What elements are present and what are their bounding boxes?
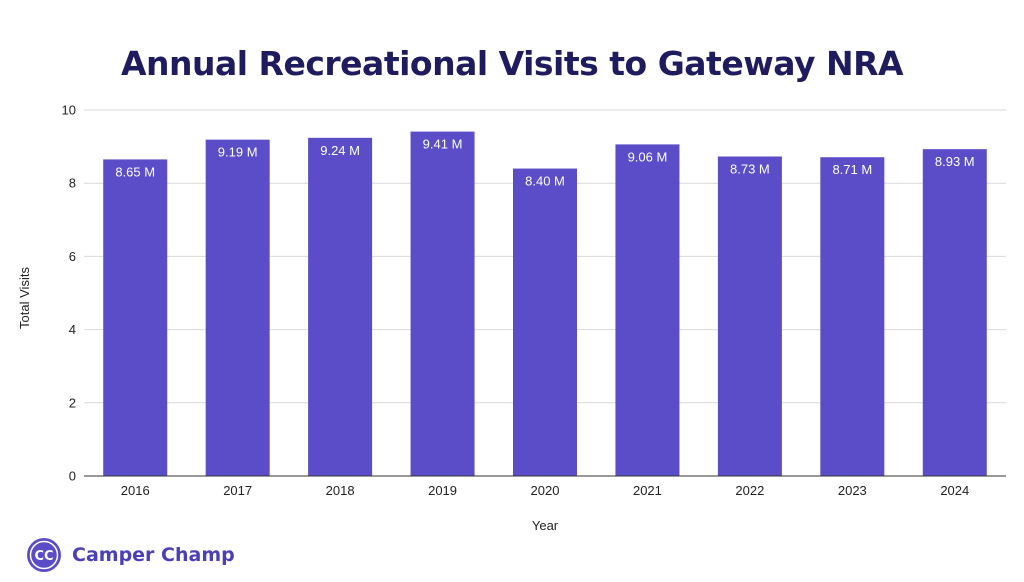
x-tick-label-2022: 2022 (735, 483, 764, 498)
x-tick-label-2024: 2024 (940, 483, 969, 498)
x-tick-label-2019: 2019 (428, 483, 457, 498)
y-tick-label: 2 (69, 395, 76, 410)
bar-2018 (308, 137, 373, 477)
x-axis-ticks: 2016 2017 2018 2019 2020 2021 2022 2023 2024 (121, 483, 969, 498)
data-label-2021: 9.06 M (628, 149, 668, 164)
bars: 8.65 M 9.19 M 9.24 M 9.41 M 8.40 M 9.06 M 8.73… (103, 131, 987, 477)
bar-2019 (410, 131, 475, 476)
bar-2024 (922, 149, 987, 477)
x-tick-label-2018: 2018 (326, 483, 355, 498)
data-label-2019: 9.41 M (423, 137, 463, 152)
camper-champ-logo-icon: CC (27, 538, 61, 572)
data-label-2020: 8.40 M (525, 174, 565, 189)
x-tick-label-2016: 2016 (121, 483, 150, 498)
data-label-2017: 9.19 M (218, 145, 258, 160)
bar-2023 (820, 157, 885, 477)
bar-2022 (717, 156, 782, 476)
x-tick-label-2020: 2020 (531, 483, 560, 498)
data-label-2018: 9.24 M (320, 143, 360, 158)
brand-name: Camper Champ (72, 544, 235, 566)
bar-2021 (615, 144, 680, 477)
y-tick-label: 6 (69, 249, 76, 264)
data-label-2024: 8.93 M (935, 154, 975, 169)
data-label-2016: 8.65 M (115, 164, 155, 179)
bar-2020 (513, 168, 577, 476)
chart-title: Annual Recreational Visits to Gateway NR… (120, 44, 904, 83)
bar-2017 (205, 139, 270, 476)
y-axis-ticks: 0 2 4 6 8 10 (62, 103, 76, 484)
x-tick-label-2021: 2021 (633, 483, 662, 498)
y-tick-label: 0 (69, 469, 76, 484)
y-axis-label: Total Visits (17, 267, 32, 329)
y-tick-label: 4 (69, 322, 76, 337)
bar-2016 (103, 159, 168, 476)
data-label-2022: 8.73 M (730, 161, 770, 176)
x-axis-label: Year (532, 518, 559, 533)
y-tick-label: 8 (69, 176, 76, 191)
x-tick-label-2017: 2017 (223, 483, 252, 498)
brand: CC Camper Champ (26, 536, 235, 574)
data-label-2023: 8.71 M (832, 162, 872, 177)
brand-logo-text: CC (34, 549, 53, 564)
y-tick-label: 10 (62, 103, 76, 118)
x-tick-label-2023: 2023 (838, 483, 867, 498)
